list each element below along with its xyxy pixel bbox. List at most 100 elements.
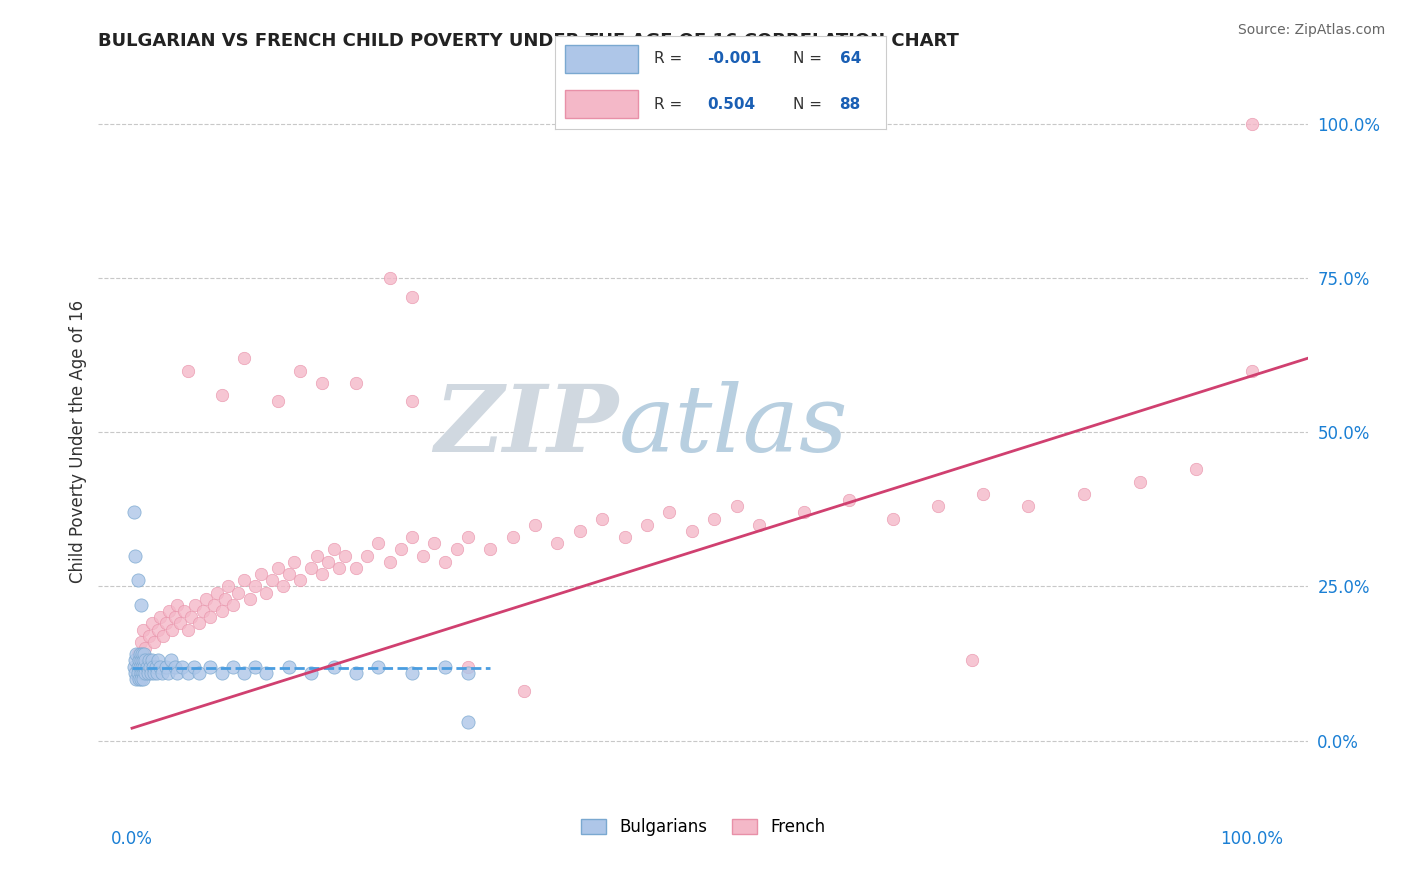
Point bbox=[134, 641, 156, 656]
Point bbox=[134, 647, 156, 661]
Point bbox=[288, 364, 311, 378]
Point bbox=[412, 549, 434, 563]
Point bbox=[658, 505, 681, 519]
Point bbox=[183, 659, 205, 673]
Point bbox=[122, 659, 145, 673]
Point bbox=[129, 653, 152, 667]
Text: N =: N = bbox=[793, 51, 827, 66]
Point bbox=[748, 517, 770, 532]
Point bbox=[222, 659, 245, 673]
Point bbox=[188, 616, 211, 631]
Point bbox=[367, 659, 389, 673]
Point bbox=[260, 573, 283, 587]
Point bbox=[378, 555, 401, 569]
Point bbox=[228, 585, 250, 599]
Point bbox=[1017, 500, 1039, 514]
Point bbox=[205, 585, 228, 599]
Point bbox=[254, 585, 277, 599]
Point bbox=[277, 659, 299, 673]
Point bbox=[162, 623, 184, 637]
Point bbox=[128, 659, 150, 673]
Point bbox=[457, 665, 479, 680]
Point bbox=[143, 665, 166, 680]
Point bbox=[211, 388, 233, 402]
Point bbox=[127, 665, 149, 680]
Point bbox=[457, 530, 479, 544]
Point bbox=[211, 665, 233, 680]
Point bbox=[124, 665, 146, 680]
Point bbox=[277, 567, 299, 582]
Point bbox=[155, 616, 177, 631]
Text: R =: R = bbox=[654, 51, 688, 66]
Point bbox=[960, 653, 983, 667]
Point bbox=[125, 647, 148, 661]
Point bbox=[838, 493, 860, 508]
Point bbox=[169, 616, 191, 631]
Point bbox=[143, 635, 166, 649]
Point bbox=[191, 604, 214, 618]
Point bbox=[591, 511, 613, 525]
Point bbox=[434, 555, 457, 569]
Point bbox=[166, 665, 188, 680]
Point bbox=[927, 500, 949, 514]
Point bbox=[124, 653, 146, 667]
Point bbox=[177, 665, 200, 680]
Point bbox=[322, 542, 344, 557]
Point bbox=[316, 555, 339, 569]
Point bbox=[457, 714, 479, 729]
Point bbox=[127, 647, 149, 661]
Point bbox=[502, 530, 524, 544]
Point bbox=[243, 579, 266, 593]
Point bbox=[163, 610, 186, 624]
Point bbox=[288, 573, 311, 587]
Point bbox=[156, 665, 179, 680]
Point bbox=[138, 629, 160, 643]
Point bbox=[129, 665, 152, 680]
Text: 64: 64 bbox=[839, 51, 860, 66]
Point bbox=[132, 623, 155, 637]
Point bbox=[299, 561, 322, 575]
Point bbox=[1184, 462, 1206, 476]
Point bbox=[636, 517, 658, 532]
Point bbox=[127, 573, 149, 587]
Point bbox=[344, 561, 367, 575]
Point bbox=[233, 573, 256, 587]
Point bbox=[128, 672, 150, 686]
Point bbox=[389, 542, 412, 557]
Point bbox=[249, 567, 271, 582]
Point bbox=[222, 598, 245, 612]
Point bbox=[145, 665, 167, 680]
Point bbox=[131, 659, 153, 673]
Point bbox=[132, 665, 155, 680]
Point bbox=[141, 616, 163, 631]
Point bbox=[333, 549, 356, 563]
Text: BULGARIAN VS FRENCH CHILD POVERTY UNDER THE AGE OF 16 CORRELATION CHART: BULGARIAN VS FRENCH CHILD POVERTY UNDER … bbox=[98, 32, 959, 50]
Point bbox=[1240, 364, 1263, 378]
Point bbox=[233, 665, 256, 680]
Point bbox=[132, 653, 155, 667]
Legend: Bulgarians, French: Bulgarians, French bbox=[574, 812, 832, 843]
Point bbox=[200, 610, 222, 624]
Point bbox=[157, 604, 180, 618]
Point bbox=[152, 629, 174, 643]
Point bbox=[134, 665, 156, 680]
Point bbox=[136, 665, 159, 680]
Point bbox=[367, 536, 389, 550]
Point bbox=[1129, 475, 1152, 489]
Point bbox=[149, 659, 172, 673]
Point bbox=[546, 536, 568, 550]
Point bbox=[166, 598, 188, 612]
Point bbox=[378, 271, 401, 285]
Point bbox=[401, 290, 423, 304]
Text: N =: N = bbox=[793, 96, 827, 112]
Point bbox=[139, 665, 162, 680]
Point bbox=[356, 549, 378, 563]
Point bbox=[322, 659, 344, 673]
Point bbox=[524, 517, 547, 532]
Point bbox=[217, 579, 239, 593]
Point bbox=[344, 376, 367, 390]
Point bbox=[134, 659, 156, 673]
Point bbox=[188, 665, 211, 680]
Point bbox=[283, 555, 305, 569]
Point bbox=[233, 351, 256, 366]
